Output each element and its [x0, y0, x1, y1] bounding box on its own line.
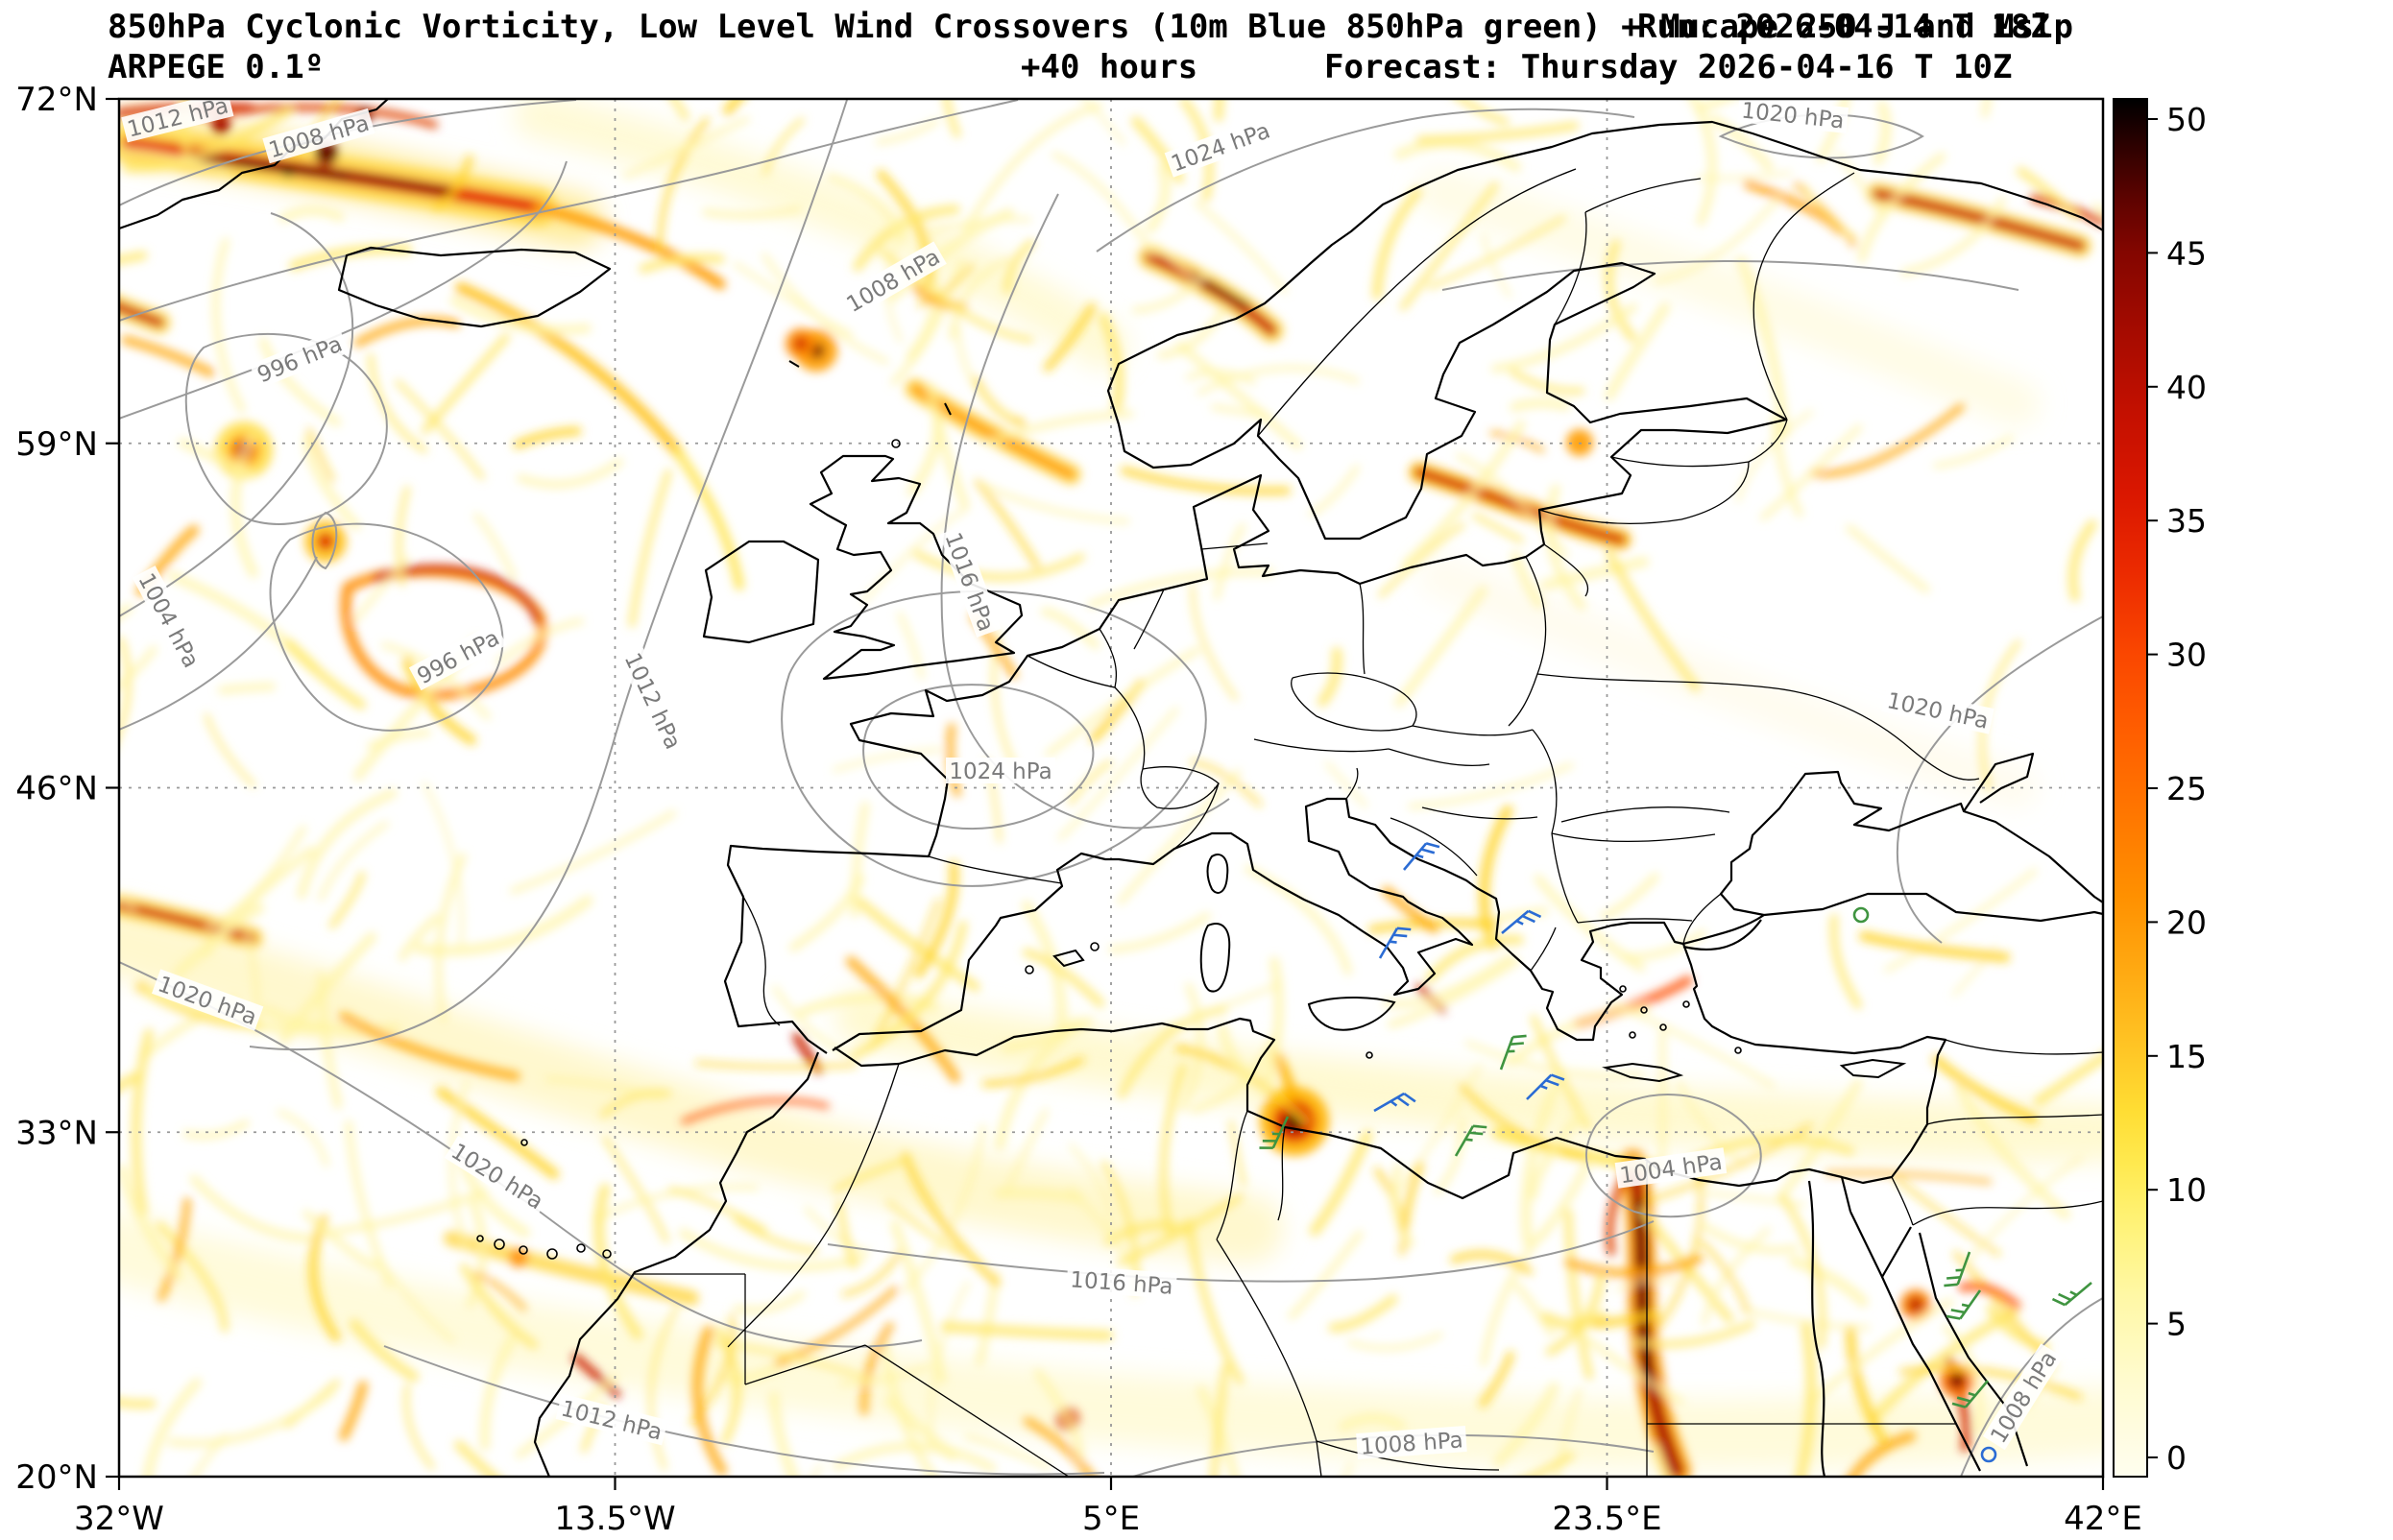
wind-barb-10m	[1373, 1092, 1416, 1113]
isobar-label: 1016 hPa	[939, 525, 1002, 638]
lead-time-label: +40 hours	[1021, 48, 1198, 86]
wind-barb-layer	[1259, 842, 2092, 1463]
valid-time-label: Forecast: Thursday 2026-04-16 T 10Z	[1324, 48, 2013, 86]
coastline-layer	[119, 99, 2103, 1477]
x-axis-tick-label: 13.5°W	[554, 1500, 675, 1538]
wind-barb-10m	[1501, 909, 1542, 934]
wind-barb-850hpa	[2051, 1282, 2092, 1307]
wind-barb-10m	[1378, 926, 1412, 959]
colorbar	[2114, 99, 2147, 1477]
vorticity-field-layer	[119, 99, 2103, 1477]
svg-text:996 hPa: 996 hPa	[254, 332, 347, 389]
wind-barb-850hpa	[1499, 1034, 1527, 1071]
colorbar-tick-label: 5	[2166, 1306, 2187, 1343]
run-label: Run: 2026-04-14 T 18Z	[1637, 8, 2050, 46]
colorbar-ticks: 0 5 10 15 20 25 30 35 40 45 50	[2147, 101, 2207, 1477]
isobar-label: 1020 hPa	[1736, 98, 1849, 134]
graticule-layer	[119, 99, 2103, 1477]
page-title: 850hPa Cyclonic Vorticity, Low Level Win…	[108, 8, 2073, 46]
isobar-label: 1024 hPa	[946, 758, 1055, 784]
colorbar-tick-label: 10	[2166, 1171, 2207, 1209]
isobar-label: 1016 hPa	[1066, 1265, 1177, 1300]
wind-barb-850hpa	[1259, 1116, 1290, 1149]
mslp-isobar-layer	[119, 99, 2103, 1477]
colorbar-tick-label: 45	[2166, 234, 2207, 272]
svg-text:1016 hPa: 1016 hPa	[939, 529, 998, 635]
vorticity-wash-layer	[119, 99, 2103, 1469]
model-label: ARPEGE 0.1º	[108, 48, 325, 86]
colorbar-tick-label: 20	[2166, 903, 2207, 941]
colorbar-tick-label: 40	[2166, 369, 2207, 406]
wind-barb-850hpa	[1951, 1380, 1989, 1408]
svg-text:1012 hPa: 1012 hPa	[619, 649, 686, 753]
x-axis-tick-label: 32°W	[74, 1500, 164, 1538]
wind-barb-10m	[1980, 1446, 1997, 1463]
y-axis-tick-label: 46°N	[15, 770, 98, 808]
x-axis-tick-label: 5°E	[1082, 1500, 1140, 1538]
colorbar-tick-label: 0	[2166, 1439, 2187, 1477]
svg-text:1024 hPa: 1024 hPa	[949, 759, 1051, 784]
wind-barb-850hpa	[1852, 906, 1870, 924]
svg-text:1020 hPa: 1020 hPa	[1740, 98, 1845, 133]
wind-barb-10m	[1526, 1073, 1565, 1100]
wind-barb-850hpa	[1946, 1289, 1982, 1320]
colorbar-tick-label: 35	[2166, 502, 2207, 540]
svg-text:1024 hPa: 1024 hPa	[1168, 118, 1273, 177]
isobar-label: 1012 hPa	[618, 645, 689, 757]
wind-barb-850hpa	[1944, 1251, 1971, 1287]
y-axis-tick-label: 33°N	[15, 1114, 98, 1152]
axis-layer: 32°W 13.5°W 5°E 23.5°E 42°E 72°N 59°N 46°N 33°N 2…	[15, 81, 2142, 1538]
y-axis-tick-label: 59°N	[15, 425, 98, 464]
colorbar-tick-label: 30	[2166, 637, 2207, 674]
isobar-label: 1024 hPa	[1164, 115, 1277, 178]
svg-text:1012 hPa: 1012 hPa	[559, 1396, 665, 1445]
y-axis-tick-label: 20°N	[15, 1458, 98, 1497]
wind-barb-10m	[1403, 842, 1440, 871]
colorbar-tick-label: 25	[2166, 770, 2207, 807]
colorbar-tick-label: 15	[2166, 1038, 2207, 1075]
x-axis-tick-label: 23.5°E	[1552, 1500, 1661, 1538]
wind-barb-850hpa	[1454, 1124, 1487, 1157]
x-axis-tick-label: 42°E	[2064, 1500, 2142, 1538]
y-axis-tick-label: 72°N	[15, 81, 98, 119]
colorbar-tick-label: 50	[2166, 101, 2207, 138]
country-border-layer	[635, 168, 2103, 1477]
